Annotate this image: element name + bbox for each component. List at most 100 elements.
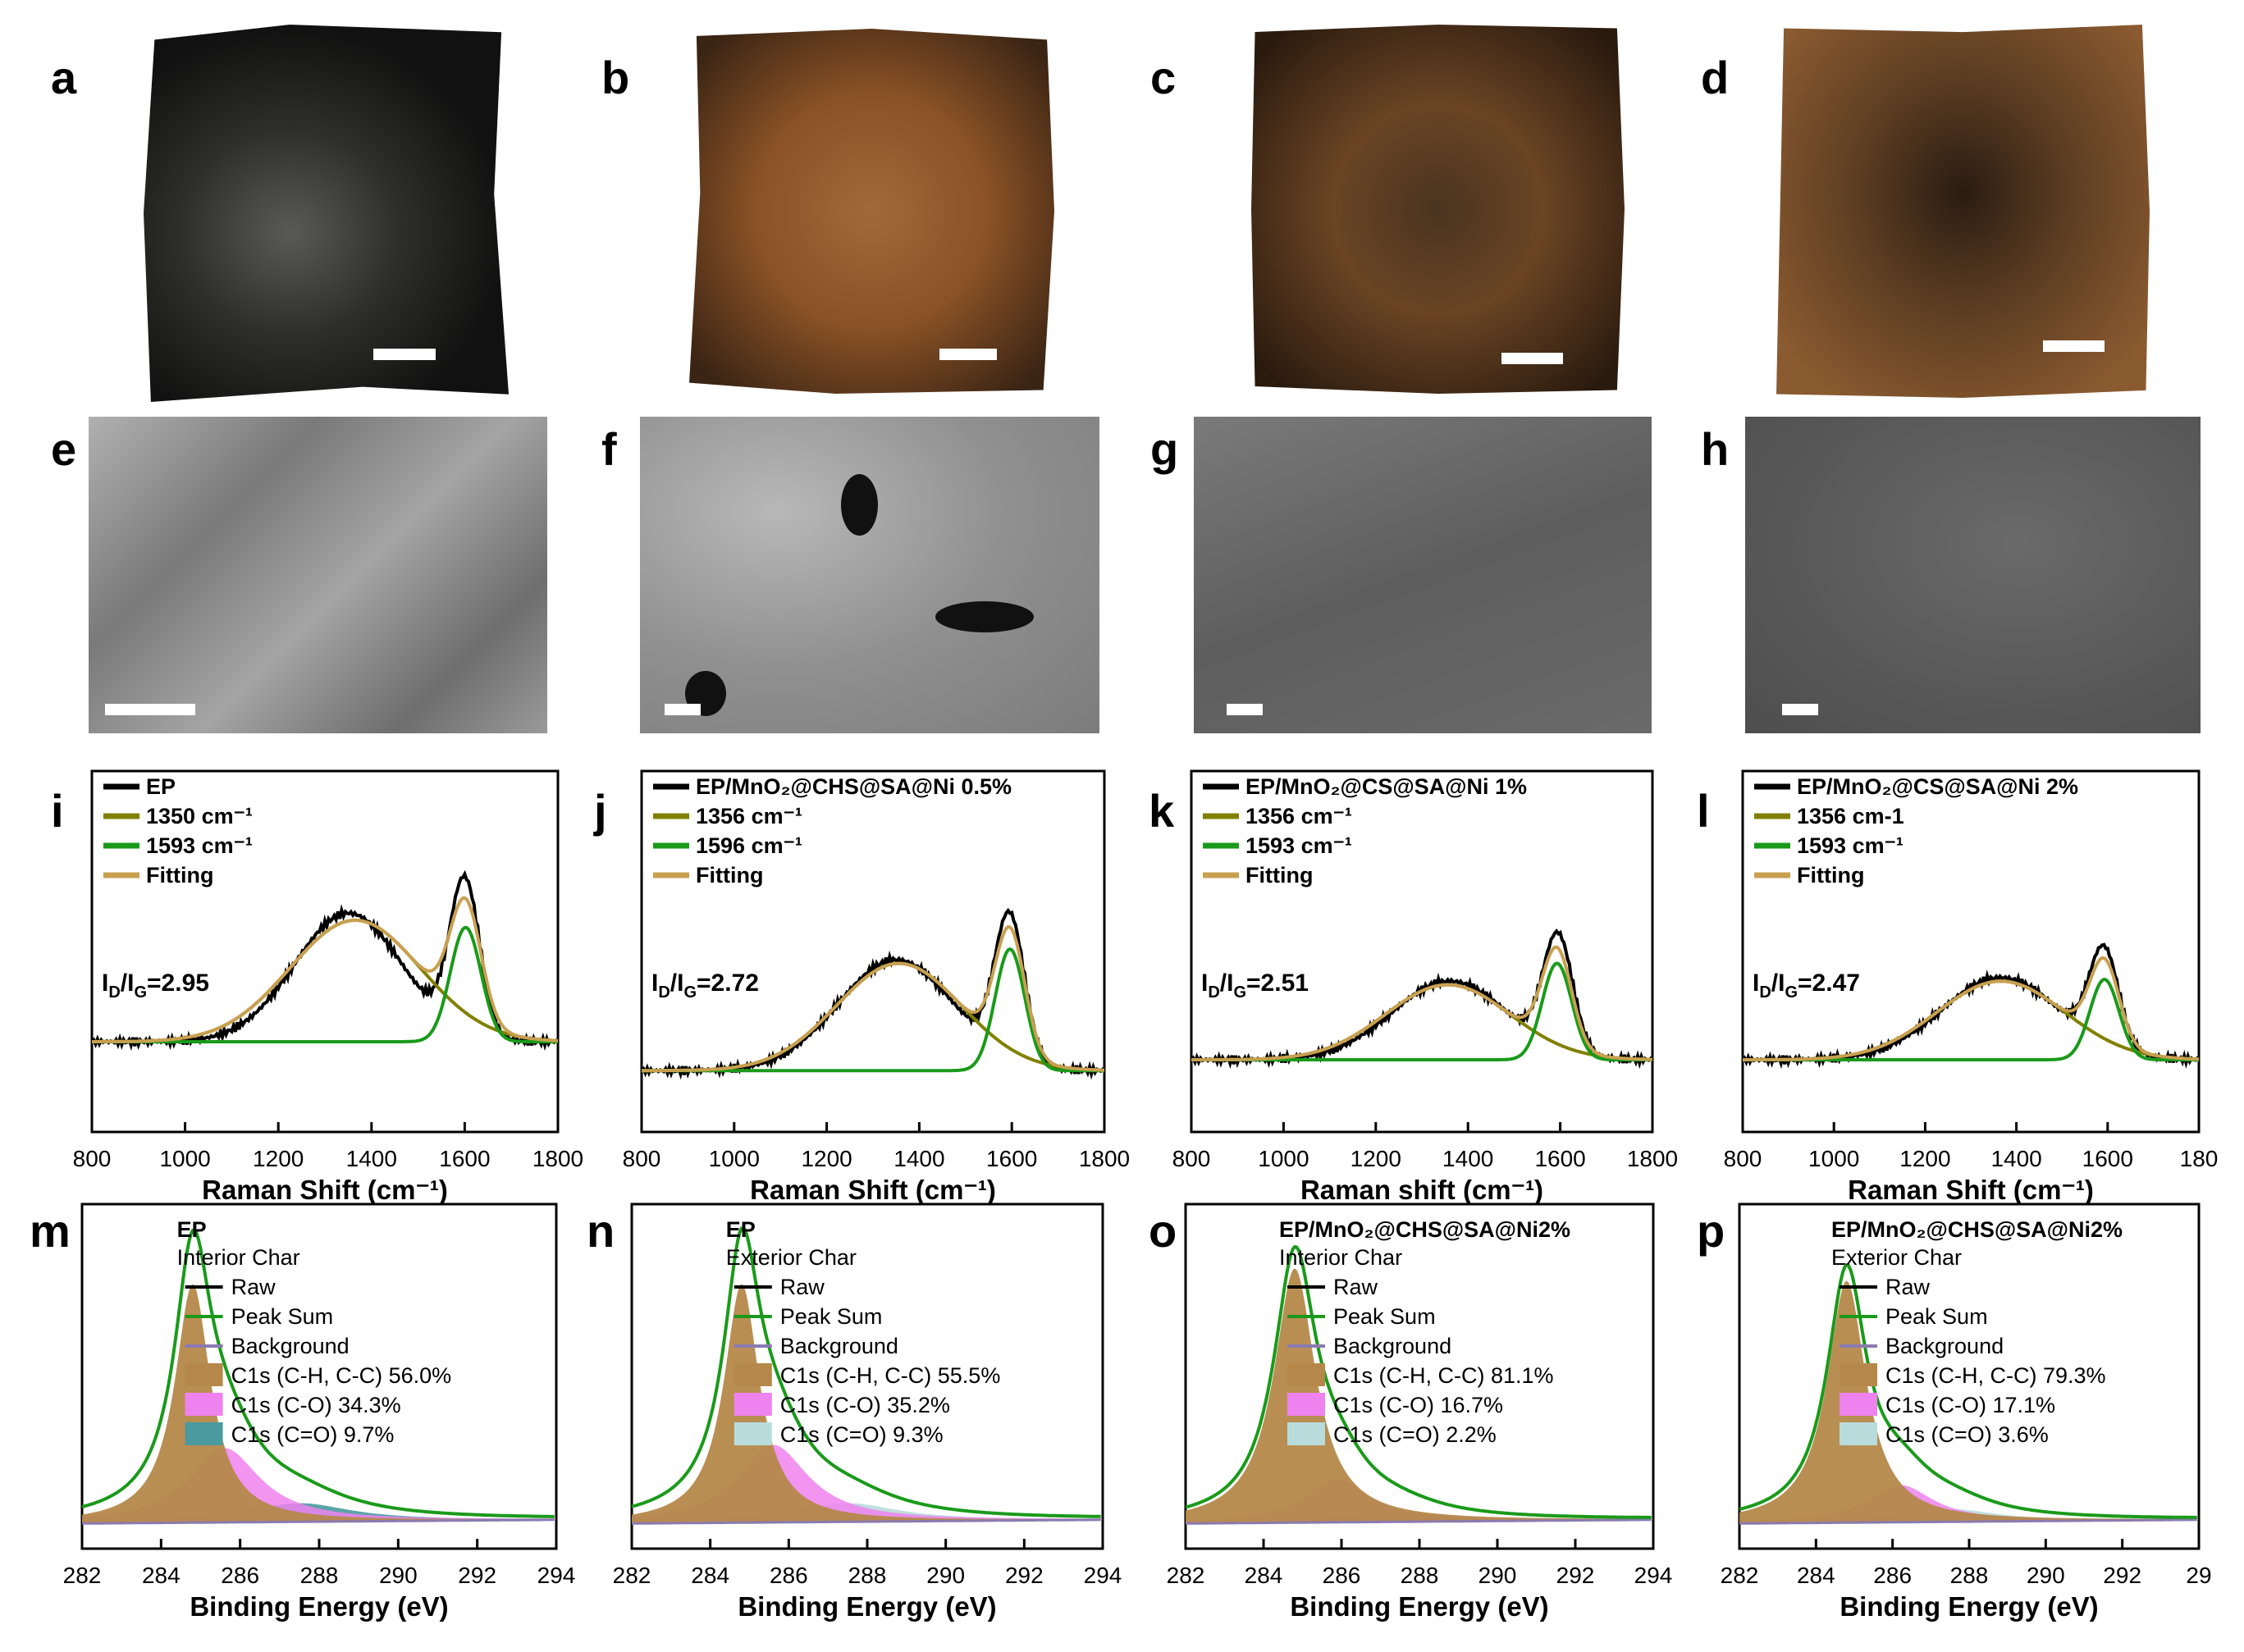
legend-label: EP/MnO₂@CS@SA@Ni 1% <box>1245 774 1527 799</box>
x-tick-label: 1400 <box>893 1146 944 1171</box>
xps-sample-label: EP/MnO₂@CHS@SA@Ni2% <box>1279 1217 1570 1242</box>
sem-scale-bar <box>1782 704 1818 715</box>
x-axis-label: Binding Energy (eV) <box>1840 1591 2098 1622</box>
legend-label: Fitting <box>696 863 763 888</box>
panel-label-g: g <box>1150 423 1179 475</box>
sem-scale-bar <box>665 704 701 715</box>
xps-region-label: Interior Char <box>1279 1245 1402 1270</box>
raman-fitting-curve <box>92 896 559 1043</box>
x-tick-label: 800 <box>1724 1146 1762 1171</box>
x-axis-label: Raman Shift (cm⁻¹) <box>750 1175 996 1205</box>
x-tick-label: 1000 <box>709 1146 760 1171</box>
xps-c-c-area <box>82 1284 556 1524</box>
x-tick-label: 1400 <box>1990 1146 2041 1171</box>
x-tick-label: 290 <box>926 1563 965 1588</box>
id-ig-ratio: ID/IG=2.95 <box>102 970 209 1002</box>
legend-label: Fitting <box>1797 863 1864 888</box>
raman-fitting-curve <box>1743 956 2200 1061</box>
legend-label: EP/MnO₂@CS@SA@Ni 2% <box>1797 774 2078 799</box>
x-tick-label: 284 <box>691 1563 729 1588</box>
panel-label-j: j <box>593 785 607 837</box>
legend-label: C1s (C-O) 35.2% <box>780 1393 950 1417</box>
legend-swatch <box>185 1422 223 1445</box>
sem-pore <box>935 601 1034 632</box>
x-tick-label: 290 <box>1478 1563 1517 1588</box>
legend-label: C1s (C-H, C-C) 55.5% <box>780 1363 1001 1388</box>
x-tick-label: 288 <box>848 1563 887 1588</box>
x-tick-label: 1800 <box>1627 1146 1678 1171</box>
legend-swatch <box>1840 1422 1877 1445</box>
x-tick-label: 286 <box>221 1563 259 1588</box>
xps-sample-label: EP/MnO₂@CHS@SA@Ni2% <box>1831 1217 2123 1242</box>
x-tick-label: 288 <box>1950 1563 1989 1588</box>
xps-region-label: Exterior Char <box>726 1245 857 1270</box>
x-tick-label: 1800 <box>1079 1146 1130 1171</box>
legend-label: Peak Sum <box>1333 1304 1436 1329</box>
panel-label-i: i <box>51 785 64 837</box>
legend-label: 1356 cm⁻¹ <box>696 804 802 828</box>
legend-label: C1s (C=O) 2.2% <box>1333 1422 1497 1447</box>
panel-label-l: l <box>1697 785 1710 837</box>
panel-label-k: k <box>1149 785 1175 837</box>
legend-swatch <box>734 1393 772 1416</box>
legend-label: C1s (C=O) 3.6% <box>1885 1422 2049 1447</box>
char-photo-a <box>144 25 509 402</box>
x-tick-label: 290 <box>2027 1563 2065 1588</box>
xps-c-c-area <box>1186 1268 1653 1524</box>
char-photo-c <box>1251 25 1625 394</box>
x-tick-label: 1000 <box>1258 1146 1309 1171</box>
plot-frame <box>90 769 560 1134</box>
legend-label: C1s (C-O) 17.1% <box>1885 1393 2055 1417</box>
legend-label: 1356 cm-1 <box>1797 804 1904 828</box>
legend-label: 1350 cm⁻¹ <box>146 804 253 828</box>
raman-fitting-curve <box>642 924 1104 1073</box>
x-tick-label: 1000 <box>1808 1146 1859 1171</box>
x-tick-label: 180 <box>2180 1146 2219 1171</box>
xps-peak-sum-curve <box>1185 1244 1652 1519</box>
x-axis-label: Binding Energy (eV) <box>190 1591 448 1622</box>
sem-image-g <box>1194 417 1652 733</box>
x-tick-label: 282 <box>63 1563 102 1588</box>
x-tick-label: 29 <box>2186 1563 2211 1588</box>
xps-c-c-area <box>632 1284 1103 1524</box>
id-ig-ratio: ID/IG=2.47 <box>1753 970 1860 1002</box>
xps-peak-sum-curve <box>631 1225 1101 1518</box>
legend-label: 1356 cm⁻¹ <box>1245 804 1352 828</box>
x-tick-label: 1400 <box>1442 1146 1493 1171</box>
raman-g-band-curve <box>92 925 558 1043</box>
sem-image-e <box>89 417 547 733</box>
raman-raw-curve <box>1190 929 1654 1070</box>
x-tick-label: 284 <box>1245 1563 1283 1588</box>
legend-label: Peak Sum <box>1885 1304 1988 1329</box>
x-tick-label: 1200 <box>1351 1146 1401 1171</box>
xps-background-curve <box>1186 1518 1652 1525</box>
panel-label-n: n <box>587 1205 615 1257</box>
legend-label: EP <box>146 774 176 799</box>
x-tick-label: 288 <box>1401 1563 1439 1588</box>
panel-label-o: o <box>1149 1205 1177 1257</box>
x-tick-label: 1800 <box>532 1146 583 1171</box>
x-tick-label: 1200 <box>801 1146 852 1171</box>
legend-label: C1s (C-H, C-C) 81.1% <box>1333 1363 1554 1388</box>
legend-label: Background <box>780 1334 898 1358</box>
legend-label: 1593 cm⁻¹ <box>1797 833 1904 858</box>
legend-label: 1596 cm⁻¹ <box>696 833 802 858</box>
panel-label-c: c <box>1150 52 1177 103</box>
legend-swatch <box>734 1422 772 1445</box>
panel-label-f: f <box>601 423 617 475</box>
raman-fitting-curve <box>1191 945 1653 1061</box>
panel-label-h: h <box>1701 423 1730 475</box>
photo-scale-bar <box>939 349 997 360</box>
char-photo-b <box>689 29 1054 394</box>
legend-label: Fitting <box>1245 863 1313 888</box>
legend-label: Background <box>1333 1334 1451 1358</box>
x-tick-label: 292 <box>2103 1563 2141 1588</box>
xps-peak-sum-curve <box>81 1228 555 1518</box>
legend-label: Raw <box>1333 1275 1378 1299</box>
legend-label: Background <box>1885 1334 2004 1358</box>
legend-swatch <box>1287 1393 1325 1416</box>
x-tick-label: 286 <box>1873 1563 1912 1588</box>
x-tick-label: 282 <box>613 1563 651 1588</box>
x-tick-label: 1400 <box>346 1146 397 1171</box>
